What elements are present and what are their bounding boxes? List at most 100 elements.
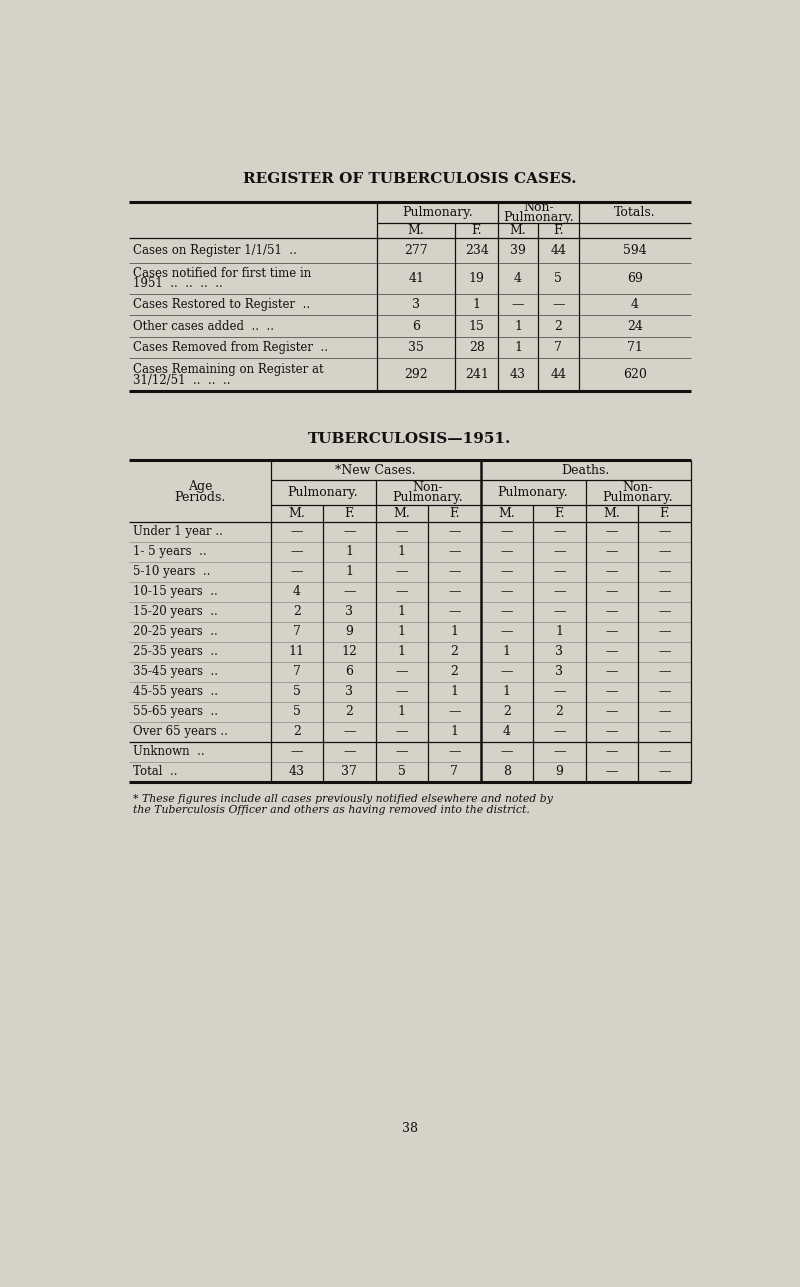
Text: —: — — [448, 605, 461, 618]
Text: 41: 41 — [408, 272, 424, 284]
Text: 1: 1 — [450, 625, 458, 638]
Text: —: — — [448, 586, 461, 598]
Text: 15: 15 — [469, 319, 485, 332]
Text: —: — — [501, 665, 513, 678]
Text: F.: F. — [449, 507, 459, 520]
Text: 1: 1 — [346, 565, 354, 578]
Text: M.: M. — [603, 507, 620, 520]
Text: 4: 4 — [514, 272, 522, 284]
Text: —: — — [658, 586, 670, 598]
Text: 43: 43 — [289, 766, 305, 779]
Text: Total  ..: Total .. — [134, 766, 178, 779]
Text: 39: 39 — [510, 245, 526, 257]
Text: 7: 7 — [293, 665, 301, 678]
Text: 1: 1 — [398, 645, 406, 659]
Text: 594: 594 — [623, 245, 646, 257]
Text: 43: 43 — [510, 368, 526, 381]
Text: —: — — [658, 605, 670, 618]
Text: —: — — [606, 546, 618, 559]
Text: 45-55 years  ..: 45-55 years .. — [134, 686, 218, 699]
Text: 1: 1 — [398, 605, 406, 618]
Text: 1: 1 — [555, 625, 563, 638]
Text: * These figures include all cases previously notified elsewhere and noted by: * These figures include all cases previo… — [133, 794, 553, 804]
Text: Non-: Non- — [523, 202, 554, 215]
Text: 1: 1 — [473, 299, 481, 311]
Text: —: — — [343, 726, 355, 739]
Text: 35: 35 — [408, 341, 424, 354]
Text: 241: 241 — [465, 368, 489, 381]
Text: 10-15 years  ..: 10-15 years .. — [134, 586, 218, 598]
Text: —: — — [658, 705, 670, 718]
Text: —: — — [606, 686, 618, 699]
Text: 3: 3 — [346, 686, 354, 699]
Text: 5: 5 — [293, 705, 301, 718]
Text: —: — — [606, 705, 618, 718]
Text: M.: M. — [510, 224, 526, 237]
Text: Over 65 years ..: Over 65 years .. — [134, 726, 228, 739]
Text: Cases on Register 1/1/51  ..: Cases on Register 1/1/51 .. — [133, 245, 297, 257]
Text: Pulmonary.: Pulmonary. — [393, 492, 463, 505]
Text: —: — — [658, 745, 670, 758]
Text: —: — — [448, 705, 461, 718]
Text: —: — — [606, 745, 618, 758]
Text: F.: F. — [344, 507, 354, 520]
Text: 1: 1 — [502, 686, 510, 699]
Text: Cases Remaining on Register at: Cases Remaining on Register at — [133, 363, 323, 376]
Text: 69: 69 — [627, 272, 642, 284]
Text: —: — — [290, 546, 303, 559]
Text: 8: 8 — [502, 766, 510, 779]
Text: 7: 7 — [293, 625, 301, 638]
Text: Non-: Non- — [622, 480, 654, 494]
Text: 3: 3 — [412, 299, 420, 311]
Text: —: — — [553, 525, 566, 538]
Text: —: — — [658, 686, 670, 699]
Text: 1: 1 — [450, 686, 458, 699]
Text: 44: 44 — [550, 245, 566, 257]
Text: —: — — [395, 586, 408, 598]
Text: —: — — [552, 299, 565, 311]
Text: —: — — [553, 546, 566, 559]
Text: 37: 37 — [342, 766, 357, 779]
Text: —: — — [501, 605, 513, 618]
Text: Cases Restored to Register  ..: Cases Restored to Register .. — [133, 299, 310, 311]
Text: —: — — [606, 645, 618, 659]
Text: —: — — [395, 525, 408, 538]
Text: —: — — [606, 525, 618, 538]
Text: —: — — [658, 565, 670, 578]
Text: 1: 1 — [514, 319, 522, 332]
Text: 1: 1 — [398, 546, 406, 559]
Text: 6: 6 — [412, 319, 420, 332]
Text: —: — — [553, 726, 566, 739]
Text: 277: 277 — [404, 245, 428, 257]
Text: M.: M. — [408, 224, 425, 237]
Text: 71: 71 — [627, 341, 642, 354]
Text: 5: 5 — [293, 686, 301, 699]
Text: 5: 5 — [398, 766, 406, 779]
Text: —: — — [395, 686, 408, 699]
Text: 3: 3 — [346, 605, 354, 618]
Text: —: — — [553, 745, 566, 758]
Text: TUBERCULOSIS—1951.: TUBERCULOSIS—1951. — [308, 431, 512, 445]
Text: 20-25 years  ..: 20-25 years .. — [134, 625, 218, 638]
Text: —: — — [658, 665, 670, 678]
Text: Cases Removed from Register  ..: Cases Removed from Register .. — [133, 341, 327, 354]
Text: 25-35 years  ..: 25-35 years .. — [134, 645, 218, 659]
Text: —: — — [658, 625, 670, 638]
Text: —: — — [606, 665, 618, 678]
Text: —: — — [606, 625, 618, 638]
Text: Pulmonary.: Pulmonary. — [602, 492, 674, 505]
Text: —: — — [395, 726, 408, 739]
Text: —: — — [606, 726, 618, 739]
Text: the Tuberculosis Officer and others as having removed into the district.: the Tuberculosis Officer and others as h… — [133, 806, 530, 816]
Text: —: — — [658, 525, 670, 538]
Text: 292: 292 — [404, 368, 428, 381]
Text: 4: 4 — [630, 299, 638, 311]
Text: 44: 44 — [550, 368, 566, 381]
Text: —: — — [658, 766, 670, 779]
Text: 1: 1 — [398, 625, 406, 638]
Text: —: — — [448, 546, 461, 559]
Text: 24: 24 — [627, 319, 642, 332]
Text: 2: 2 — [555, 705, 563, 718]
Text: 5-10 years  ..: 5-10 years .. — [134, 565, 210, 578]
Text: 1- 5 years  ..: 1- 5 years .. — [134, 546, 207, 559]
